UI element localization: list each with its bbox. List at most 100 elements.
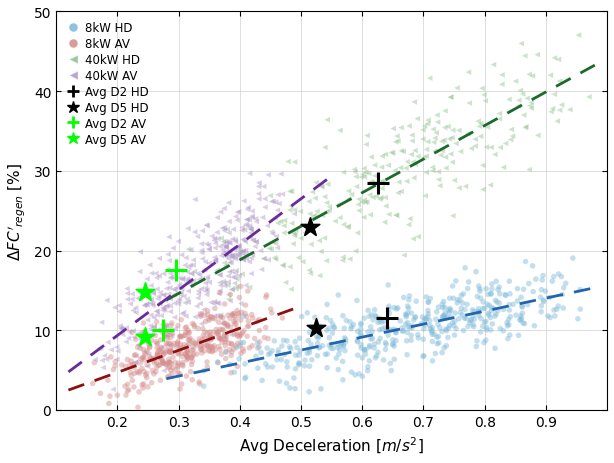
Point bbox=[144, 341, 154, 348]
Point bbox=[360, 174, 370, 181]
Point bbox=[222, 333, 231, 340]
Point bbox=[203, 363, 212, 371]
Point bbox=[212, 229, 222, 237]
Point bbox=[239, 237, 249, 244]
Point bbox=[149, 357, 158, 364]
Point bbox=[149, 370, 159, 378]
Point bbox=[505, 290, 515, 298]
Point bbox=[518, 319, 528, 327]
Point bbox=[182, 324, 192, 331]
Point bbox=[305, 211, 315, 218]
Point bbox=[438, 313, 448, 320]
Point bbox=[177, 251, 187, 259]
Point bbox=[305, 346, 314, 353]
Point bbox=[547, 278, 557, 285]
Point bbox=[445, 305, 455, 313]
Point bbox=[290, 338, 300, 346]
Point bbox=[169, 340, 179, 347]
Point bbox=[244, 284, 254, 292]
Point bbox=[430, 350, 440, 357]
Point bbox=[517, 304, 527, 311]
Point bbox=[208, 315, 217, 322]
Point bbox=[156, 356, 166, 363]
Point bbox=[136, 336, 146, 343]
Point bbox=[187, 361, 196, 369]
Point bbox=[166, 346, 176, 354]
Point bbox=[230, 369, 239, 376]
Point bbox=[225, 346, 235, 354]
Point bbox=[389, 356, 399, 363]
Point bbox=[294, 359, 304, 367]
Point bbox=[206, 313, 216, 321]
Point bbox=[426, 295, 435, 303]
Point bbox=[182, 343, 192, 350]
Point bbox=[354, 201, 363, 209]
Point bbox=[131, 309, 141, 317]
Point bbox=[456, 305, 466, 313]
Point bbox=[481, 324, 491, 332]
Point bbox=[365, 342, 375, 350]
Point bbox=[554, 78, 564, 86]
Point bbox=[533, 132, 543, 140]
Point bbox=[321, 314, 331, 322]
Point bbox=[200, 329, 210, 336]
Point bbox=[279, 230, 289, 237]
Point bbox=[492, 299, 502, 306]
Point bbox=[538, 272, 548, 280]
Point bbox=[440, 304, 449, 311]
Point bbox=[271, 256, 281, 263]
Point bbox=[142, 374, 152, 382]
Point bbox=[222, 239, 231, 246]
Point bbox=[262, 344, 272, 352]
Point bbox=[316, 183, 326, 190]
Point bbox=[273, 350, 283, 357]
Point bbox=[247, 208, 257, 215]
Point bbox=[132, 369, 142, 376]
Point bbox=[191, 340, 201, 347]
Point bbox=[476, 329, 486, 336]
Point bbox=[180, 300, 190, 307]
Point bbox=[217, 339, 227, 346]
Point bbox=[244, 223, 254, 230]
Point bbox=[311, 180, 321, 187]
Point bbox=[522, 95, 532, 103]
Point bbox=[134, 388, 144, 396]
Point bbox=[324, 342, 334, 350]
Point bbox=[161, 339, 171, 347]
Point bbox=[370, 173, 379, 180]
Point bbox=[163, 340, 173, 347]
Point bbox=[408, 159, 418, 166]
Point bbox=[165, 303, 175, 310]
Point bbox=[227, 341, 237, 348]
Point bbox=[332, 355, 341, 362]
Point bbox=[174, 360, 184, 367]
Point bbox=[517, 303, 527, 310]
Point bbox=[372, 352, 382, 360]
Point bbox=[233, 253, 243, 260]
Point bbox=[434, 339, 444, 347]
Point bbox=[205, 329, 215, 336]
Point bbox=[214, 343, 223, 350]
Point bbox=[138, 354, 147, 362]
Point bbox=[384, 303, 394, 310]
Point bbox=[473, 308, 483, 315]
Point bbox=[270, 255, 279, 262]
Point bbox=[155, 361, 165, 369]
Point bbox=[244, 323, 254, 330]
Point bbox=[523, 301, 532, 309]
Point bbox=[177, 361, 187, 369]
Point bbox=[335, 346, 344, 354]
Point bbox=[513, 103, 523, 111]
Point bbox=[421, 321, 430, 329]
Point bbox=[159, 292, 169, 299]
Point bbox=[432, 334, 442, 341]
Point bbox=[354, 196, 363, 203]
Point bbox=[160, 333, 170, 340]
Point bbox=[457, 312, 467, 319]
Point bbox=[149, 355, 158, 363]
Point bbox=[220, 300, 230, 308]
Point bbox=[499, 306, 508, 313]
Point bbox=[365, 212, 375, 219]
Point bbox=[302, 309, 312, 317]
Point bbox=[334, 350, 344, 358]
